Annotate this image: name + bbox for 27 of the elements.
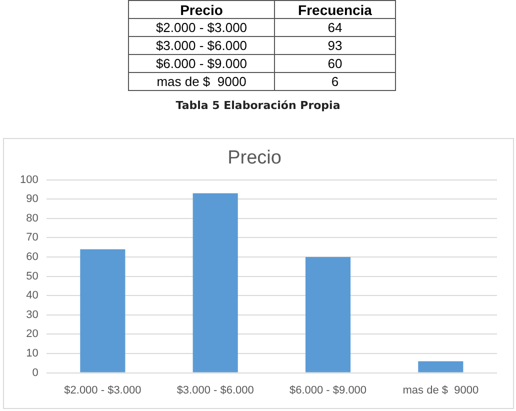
y-tick-label: 70 [26, 232, 38, 244]
y-tick-label: 50 [26, 270, 38, 282]
y-tick-label: 100 [20, 174, 38, 186]
text: Precio [128, 0, 274, 18]
y-tick-label: 10 [26, 348, 38, 360]
y-tick-label: 90 [26, 193, 38, 206]
y-tick-label: 20 [26, 328, 38, 340]
text: 60 [274, 54, 396, 72]
chart-title: Precio [228, 148, 282, 169]
y-tick-label: 80 [26, 212, 38, 224]
x-tick-label: $2.000 - $3.000 [64, 384, 142, 396]
text: Tabla 5 Elaboración Propia [174, 99, 342, 112]
x-tick-label: mas de $ 9000 [402, 384, 479, 396]
text: 93 [274, 36, 396, 54]
y-tick-label: 0 [32, 366, 38, 379]
text: 6 [274, 72, 396, 90]
text: 64 [274, 18, 396, 36]
category-label: $2.000 - $3.000 [156, 20, 248, 35]
text: Frecuencia [274, 0, 396, 18]
category-label: mas de $ 9000 [156, 74, 246, 89]
y-tick-label: 30 [26, 308, 38, 321]
category-label: $6.000 - $9.000 [156, 56, 248, 71]
y-tick-label: 40 [26, 290, 38, 302]
category-label: $3.000 - $6.000 [156, 38, 248, 53]
x-tick-label: $3.000 - $6.000 [176, 384, 254, 396]
x-tick-label: $6.000 - $9.000 [289, 384, 367, 396]
y-tick-label: 60 [26, 251, 38, 264]
